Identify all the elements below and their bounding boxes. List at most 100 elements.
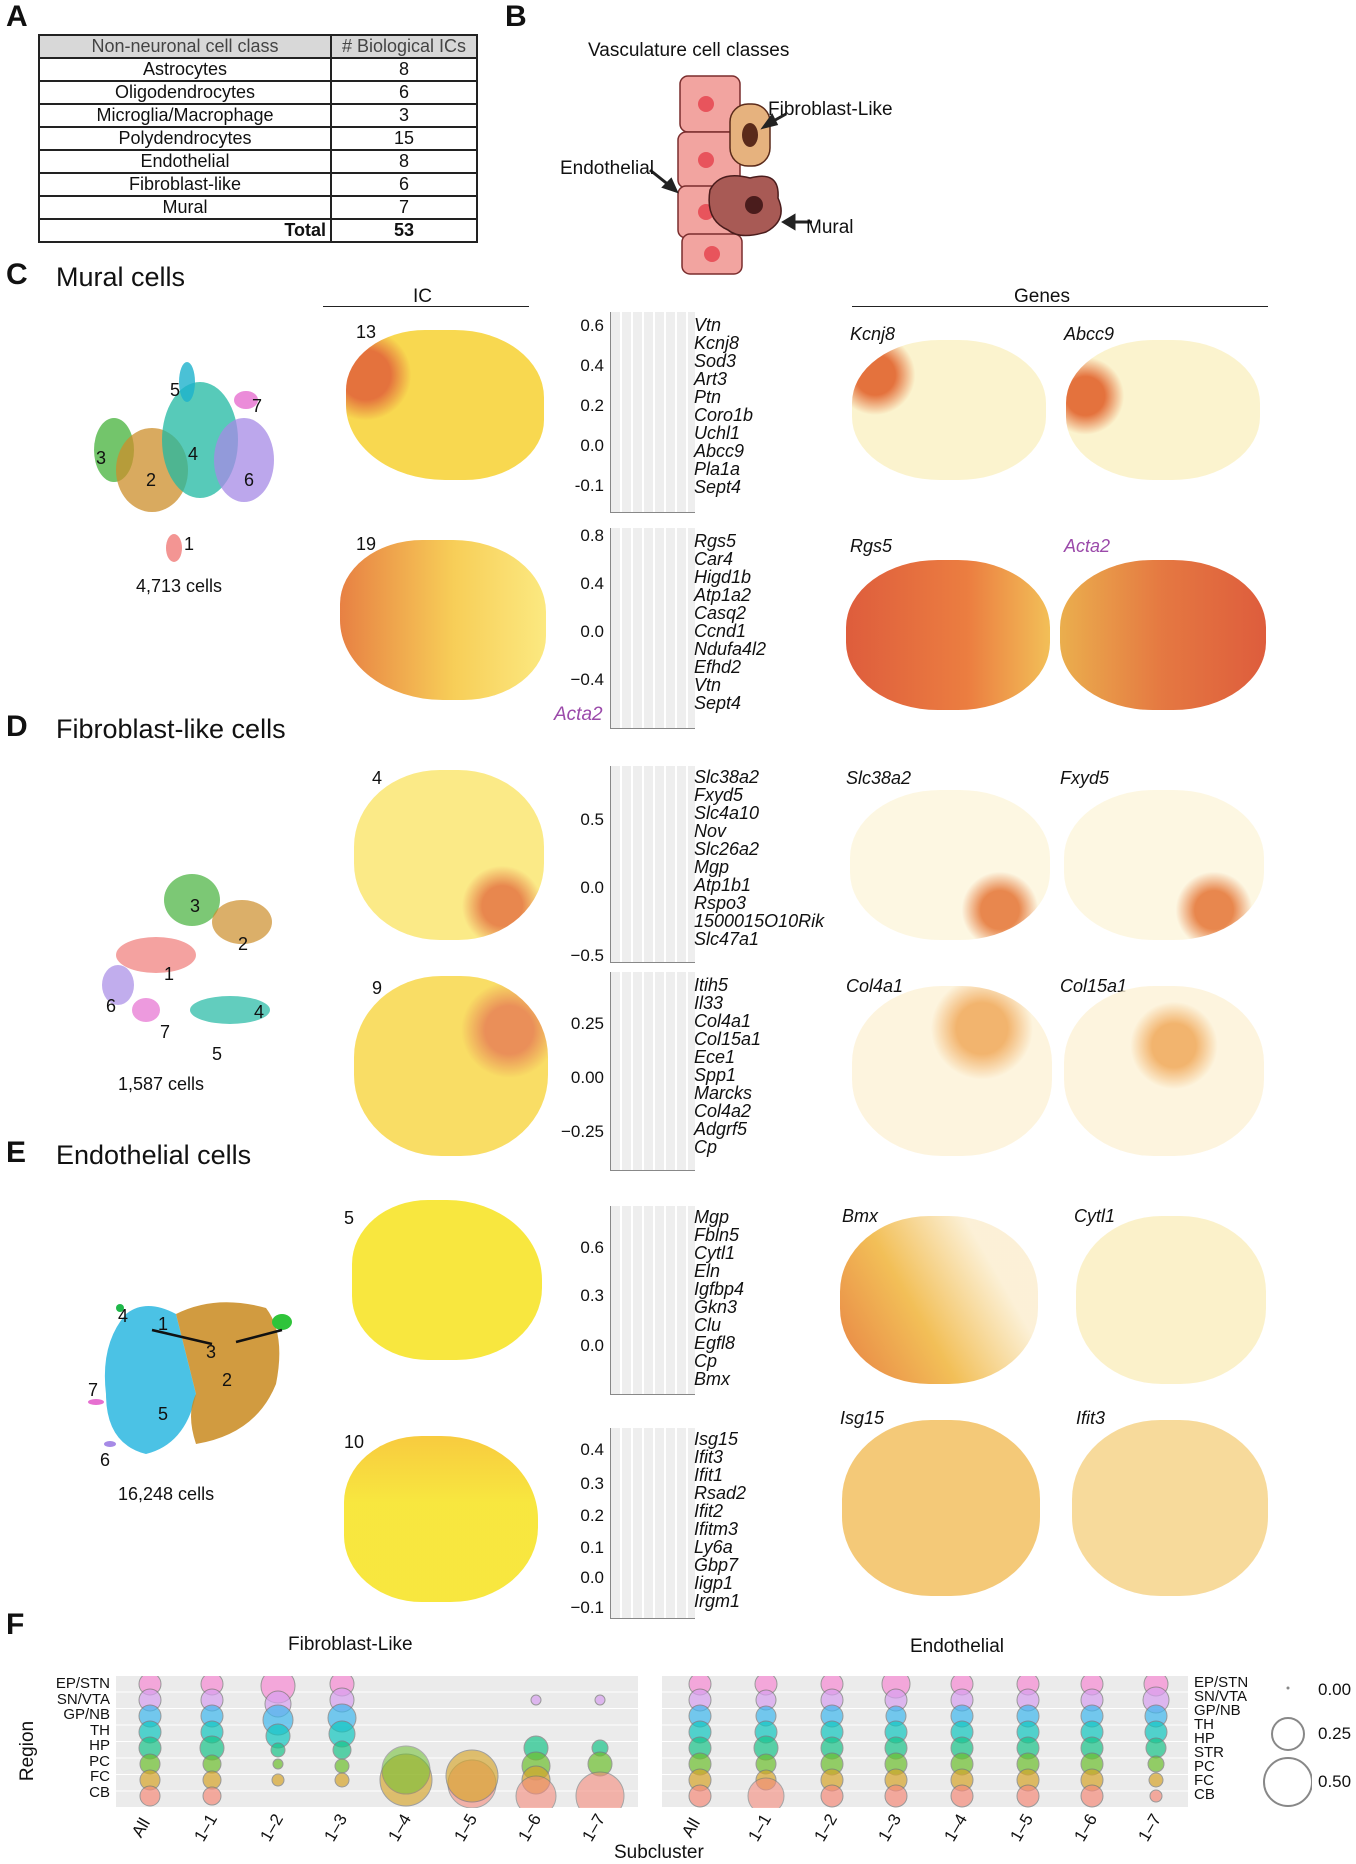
mural-cluster-label: 6	[244, 470, 255, 490]
x-tick: All	[128, 1814, 154, 1841]
gene: Car4	[694, 549, 734, 569]
gene: Bmx	[694, 1369, 730, 1389]
region-label: SN/VTA	[56, 1690, 110, 1708]
ic-number: 4	[372, 768, 383, 788]
ic-header: IC	[413, 286, 432, 307]
ic-tsne-map	[354, 770, 544, 940]
gene: Clu	[694, 1315, 722, 1335]
tick-label: -0.1	[574, 476, 604, 495]
f-bubbles-right	[688, 1676, 1170, 1808]
ic-gene-list: Vtn Kcnj8 Sod3 Art3 Ptn Coro1b Uchl1 Abc…	[694, 316, 753, 496]
fibroblast-cell	[729, 103, 771, 167]
gene-tsne-map	[840, 1216, 1038, 1384]
gene: Coro1b	[694, 405, 754, 425]
table-row: Endothelial 8	[38, 149, 478, 174]
fibro-cluster-label: 7	[160, 1022, 171, 1042]
bubble-col-1-2	[820, 1676, 844, 1808]
table-cell: 6	[330, 172, 478, 197]
region-label: HP	[89, 1737, 110, 1754]
table-row: Microglia/Macrophage 3	[38, 103, 478, 128]
gene: Art3	[694, 369, 728, 389]
fibro-title: Fibroblast-like cells	[56, 714, 286, 744]
size-legend-label: 0.50	[1318, 1772, 1352, 1791]
gene-tsne-map	[852, 340, 1046, 480]
table-cell: Fibroblast-like	[38, 172, 332, 197]
ic-tsne-map	[346, 330, 544, 480]
region-label: EP/STN	[1194, 1674, 1249, 1691]
f-xlabel: Subcluster	[614, 1842, 704, 1863]
bubble-col-1-3	[327, 1676, 357, 1788]
bubble-col-1-1	[199, 1676, 225, 1806]
tick-label: 0.00	[570, 1068, 604, 1087]
tick-label: 0.0	[580, 878, 604, 897]
ic-gene-list: Itih5 Il33 Col4a1 Col15a1 Ece1 Spp1 Marc…	[694, 976, 761, 1156]
endo-cluster-label: 6	[100, 1450, 111, 1470]
highlighted-gene: Acta2	[554, 704, 603, 725]
mural-cluster-label: 3	[96, 448, 107, 468]
tick-label: −0.4	[570, 670, 604, 689]
tick-label: 0.6	[580, 316, 604, 335]
ic-number: 9	[372, 978, 383, 998]
endo-cluster-tsne	[88, 1302, 292, 1454]
region-label: TH	[1194, 1716, 1214, 1733]
gene: 1500015O10Rik	[694, 911, 825, 931]
table-header-ics: # Biological ICs	[330, 34, 478, 59]
region-label: PC	[1194, 1758, 1215, 1775]
table-cell: 8	[330, 57, 478, 82]
gene: Atp1b1	[694, 875, 752, 895]
gene-map-title: Col4a1	[846, 976, 904, 996]
ic-loading-plot	[610, 1428, 695, 1619]
gene: Slc47a1	[694, 929, 760, 949]
gene: Slc38a2	[694, 767, 760, 787]
tick-label: 0.25	[570, 1014, 604, 1033]
region-label: TH	[90, 1721, 110, 1739]
gene: Rsad2	[694, 1483, 747, 1503]
tick-label: 0.4	[580, 356, 604, 375]
gene-tsne-map	[1072, 1420, 1268, 1596]
gene: Gbp7	[694, 1555, 739, 1575]
gene: Sept4	[694, 477, 742, 497]
tick-label: 0.1	[580, 1538, 604, 1557]
table-cell: 3	[330, 103, 478, 128]
fibro-cluster-label: 5	[212, 1044, 223, 1064]
gene: Sept4	[694, 693, 742, 713]
f-title-endothelial: Endothelial	[910, 1636, 1005, 1657]
ic-gene-list: Isg15 Ifit3 Ifit1 Rsad2 Ifit2 Ifitm3 Ly6…	[694, 1430, 746, 1610]
f-region-labels-right: EP/STN SN/VTA GP/NB TH HP STR PC FC CB	[1194, 1674, 1249, 1802]
genes-header-rule	[852, 306, 1268, 307]
bubble-col-1-7	[1142, 1676, 1170, 1803]
size-legend-label: 0.00	[1318, 1680, 1352, 1699]
ic-loading-plot	[610, 766, 695, 963]
gene: Ifitm3	[694, 1519, 739, 1539]
tick-label: 0.3	[580, 1474, 604, 1493]
gene: Ccnd1	[694, 621, 747, 641]
gene: Cp	[694, 1137, 718, 1157]
tick-label: 0.4	[580, 1440, 604, 1459]
gene: Col15a1	[694, 1029, 762, 1049]
mural-label: Mural	[806, 217, 854, 238]
region-label: PC	[89, 1752, 110, 1770]
gene: Ly6a	[694, 1537, 733, 1557]
gene-tsne-map	[842, 1420, 1040, 1596]
region-label: GP/NB	[63, 1706, 110, 1723]
gene: Vtn	[694, 315, 722, 335]
endo-cluster-label: 3	[206, 1342, 217, 1362]
mural-cluster-label: 1	[184, 534, 195, 554]
panel-c-label: C	[6, 258, 28, 291]
gene: Gkn3	[694, 1297, 738, 1317]
table-cell: 8	[330, 149, 478, 174]
bubble-col-1-2	[260, 1676, 296, 1787]
gene: Ptn	[694, 387, 722, 407]
vasculature-title: Vasculature cell classes	[588, 40, 790, 61]
gene: Uchl1	[694, 423, 741, 443]
region-label: FC	[1194, 1772, 1214, 1789]
gene-map-title: Abcc9	[1064, 324, 1115, 344]
mural-cell-count: 4,713 cells	[136, 576, 223, 596]
bubble-col-1-7	[575, 1694, 625, 1808]
vasculature-illustration	[649, 75, 812, 275]
gene-tsne-map	[1066, 340, 1260, 480]
region-label: GP/NB	[1194, 1702, 1241, 1719]
gene: Ifit1	[694, 1465, 724, 1485]
size-legend-label: 0.25	[1318, 1724, 1352, 1743]
gene: Isg15	[694, 1429, 739, 1449]
